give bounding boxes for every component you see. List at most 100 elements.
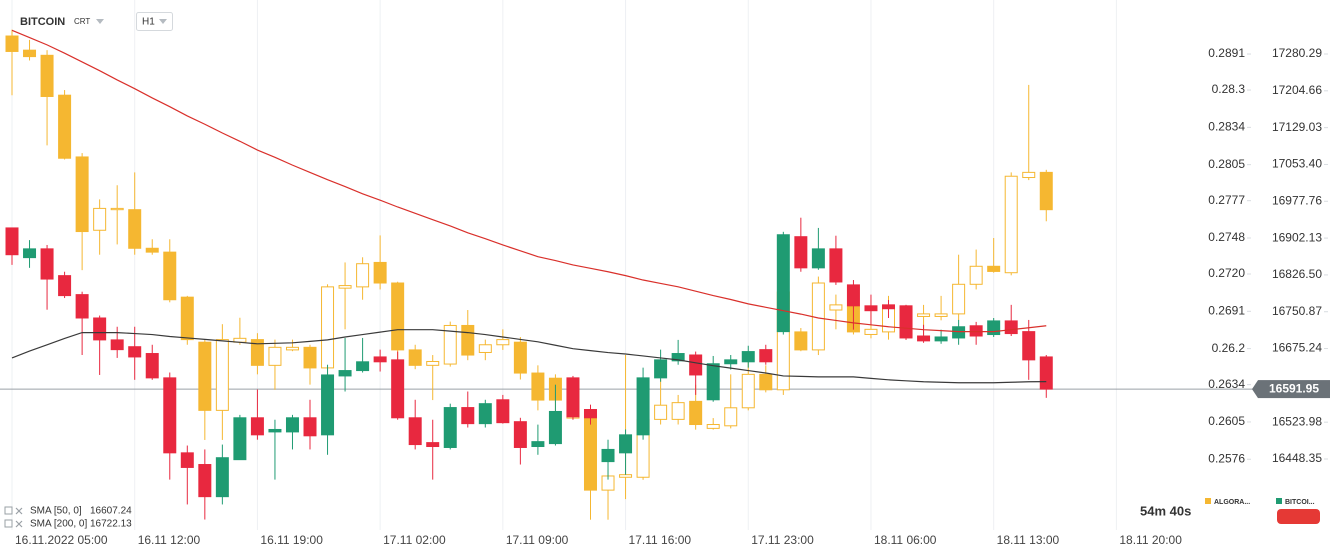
legend-icon [4, 506, 13, 515]
candle-body [198, 341, 212, 411]
candle-body [321, 374, 335, 436]
candle-body [776, 234, 790, 333]
candle-body [496, 339, 510, 346]
y-tick-label: 17204.66 [1272, 83, 1322, 97]
candle-body [759, 373, 773, 391]
candle-body [5, 35, 19, 52]
legend-label: ALGORA... [1214, 499, 1250, 506]
y-tick-label: 16826.50 [1272, 267, 1322, 281]
candle-body [338, 370, 352, 377]
candle-body [864, 305, 878, 312]
legend-value: 16722.13 [90, 519, 132, 530]
candle-body [706, 363, 720, 401]
y-tick-label: 0.26.2 [1212, 341, 1246, 355]
marks-layer [5, 29, 1053, 520]
candle-body [917, 335, 931, 342]
x-tick-label: 16.11 19:00 [260, 533, 323, 547]
candle-body [23, 248, 37, 259]
x-tick-label: 18.11 06:00 [874, 533, 937, 547]
candle-body [426, 360, 440, 366]
candle-body [724, 407, 738, 427]
candle-body [373, 356, 387, 363]
legend-swatch [1205, 498, 1211, 504]
candle-body [513, 341, 527, 374]
candle-body [1004, 175, 1018, 274]
x-tick-label: 17.11 09:00 [506, 533, 569, 547]
candle-body [882, 304, 895, 310]
candle-body [531, 372, 545, 401]
current-price-label: 16591.95 [1269, 381, 1319, 395]
y-tick-label: 0.2805 [1208, 157, 1245, 171]
x-tick-label: 17.11 02:00 [383, 533, 446, 547]
candle-body [829, 304, 843, 311]
candle-body [321, 286, 335, 369]
dropdown-arrow [159, 19, 167, 24]
candle-countdown: 54m 40s [1140, 503, 1191, 518]
candle-body [268, 346, 282, 366]
candle-body [461, 407, 475, 425]
candle-body [268, 428, 282, 433]
candle-body [531, 441, 545, 448]
y-tick-label: 0.2748 [1208, 230, 1245, 244]
interval-label[interactable]: H1 [142, 17, 155, 28]
candle-body [215, 457, 229, 498]
candle-body [110, 339, 124, 351]
candle-body [969, 325, 983, 337]
candle-body [145, 247, 159, 253]
candle-body [952, 326, 966, 339]
trade-button[interactable] [1277, 509, 1320, 524]
interval-selector[interactable] [136, 12, 173, 31]
x-tick-label: 18.11 13:00 [997, 533, 1060, 547]
legend-label: BITCOI... [1285, 499, 1315, 506]
y-tick-label: 0.2605 [1208, 414, 1245, 428]
y-tick-label: 16902.13 [1272, 230, 1322, 244]
candle-body [58, 94, 72, 159]
x-tick-label: 16.11.2022 05:00 [15, 533, 108, 547]
candle-body [356, 361, 370, 372]
candle-body [566, 377, 580, 418]
candle-body [619, 474, 633, 478]
candle-body [180, 296, 194, 341]
candle-body [601, 448, 615, 463]
legend-label: SMA [50, 0] [30, 506, 82, 517]
candle-body [391, 282, 405, 351]
candle-body [583, 409, 597, 419]
candle-body [987, 320, 1001, 336]
candle-body [443, 324, 457, 365]
candle-body [706, 424, 720, 429]
candle-body [934, 313, 948, 317]
candle-body [794, 236, 808, 269]
candle-body [513, 421, 527, 448]
candle-body [391, 359, 405, 419]
legend-label: SMA [200, 0] [30, 519, 87, 530]
legend-close-icon [15, 520, 23, 528]
x-tick-label: 17.11 23:00 [751, 533, 814, 547]
candle-body [671, 402, 685, 420]
candle-body [40, 54, 54, 97]
candle-body [426, 442, 440, 448]
candle-body [846, 284, 860, 307]
sma-line [11, 329, 1047, 384]
sma-line [11, 29, 1047, 333]
candle-body [215, 339, 229, 411]
candle-body [303, 346, 317, 369]
y-tick-label: 0.2691 [1208, 303, 1245, 317]
instrument-class[interactable]: CRT [74, 17, 90, 26]
candle-body [5, 227, 19, 256]
candle-body [110, 207, 124, 211]
candle-body [93, 207, 107, 231]
candle-body [163, 377, 177, 454]
candle-body [58, 275, 72, 297]
candle-body [285, 346, 299, 351]
candle-body [198, 464, 212, 498]
candle-body [1022, 331, 1036, 361]
candle-body [917, 313, 931, 317]
candle-body [689, 354, 703, 376]
candle-body [829, 248, 843, 283]
y-tick-label: 0.2720 [1208, 266, 1245, 280]
y-tick-label: 16448.35 [1272, 451, 1322, 465]
x-tick-label: 18.11 20:00 [1119, 533, 1182, 547]
candle-body [759, 349, 773, 363]
